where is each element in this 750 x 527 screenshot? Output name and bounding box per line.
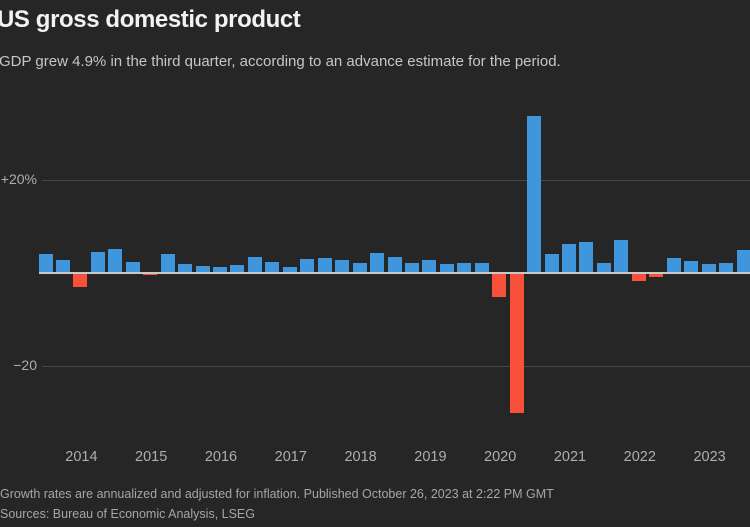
bar-2018-q1 [352, 262, 367, 273]
bar-2015-q4 [195, 266, 210, 273]
x-axis-label-2017: 2017 [274, 449, 307, 465]
bar-2015-q1 [143, 274, 158, 276]
x-axis-label-2015: 2015 [135, 449, 168, 465]
x-axis-label-2023: 2023 [693, 449, 726, 465]
bar-2019-q3 [457, 263, 472, 273]
chart-subtitle: GDP grew 4.9% in the third quarter, acco… [0, 53, 561, 70]
bar-2014-q4 [125, 261, 140, 273]
bar-2015-q2 [160, 253, 175, 273]
x-axis-label-2021: 2021 [553, 449, 587, 465]
bar-2018-q3 [387, 257, 402, 273]
bar-2023-q1 [701, 263, 716, 273]
bar-2020-q3 [527, 115, 542, 273]
bar-2019-q4 [474, 263, 489, 273]
bar-2020-q1 [492, 274, 507, 298]
bar-2017-q4 [335, 259, 350, 273]
y-axis-label-plus-20: +20% [0, 171, 37, 187]
bar-2016-q3 [247, 256, 262, 273]
bar-2020-q4 [544, 253, 559, 273]
bar-2014-q1 [73, 274, 88, 288]
bar-2018-q4 [404, 262, 419, 273]
chart-sources: Sources: Bureau of Economic Analysis, LS… [0, 507, 255, 521]
gridline-plus-20 [42, 179, 750, 181]
bar-2021-q4 [614, 240, 629, 273]
chart-footnote: Growth rates are annualized and adjusted… [0, 487, 554, 501]
bar-2022-q2 [649, 274, 664, 277]
x-axis-label-2020: 2020 [484, 449, 517, 465]
bar-2020-q2 [509, 274, 524, 414]
bar-2022-q3 [666, 258, 681, 273]
bar-2019-q1 [422, 259, 437, 273]
gridline-minus-20 [42, 365, 750, 367]
x-axis-label-2019: 2019 [414, 449, 447, 465]
y-axis-label-minus-20: −20 [13, 357, 37, 373]
bar-2014-q3 [108, 248, 123, 273]
bar-2018-q2 [370, 253, 385, 273]
x-axis-label-2016: 2016 [204, 449, 238, 465]
bar-2013-q4 [55, 259, 70, 273]
bar-2017-q2 [300, 258, 315, 273]
bar-2023-q3 [736, 250, 750, 273]
bar-2021-q1 [562, 243, 576, 273]
bar-2014-q2 [90, 251, 105, 273]
x-axis-label-2018: 2018 [344, 449, 377, 465]
zero-baseline [38, 272, 750, 274]
bar-2022-q4 [684, 260, 699, 273]
bar-2013-q3 [38, 253, 53, 273]
bar-2019-q2 [439, 263, 454, 273]
x-axis-label-2014: 2014 [65, 449, 98, 465]
bar-2022-q1 [631, 274, 646, 282]
bar-2023-q2 [719, 263, 734, 273]
bar-2021-q2 [579, 241, 594, 273]
bar-2017-q1 [282, 267, 297, 273]
bar-2016-q4 [265, 262, 280, 273]
bar-2015-q3 [178, 263, 193, 273]
bar-2016-q2 [230, 265, 245, 273]
x-axis-label-2022: 2022 [623, 449, 656, 465]
bar-2016-q1 [213, 266, 227, 273]
chart-title: US gross domestic product [0, 6, 301, 33]
bar-2021-q3 [596, 263, 611, 273]
bar-2017-q3 [317, 258, 332, 273]
